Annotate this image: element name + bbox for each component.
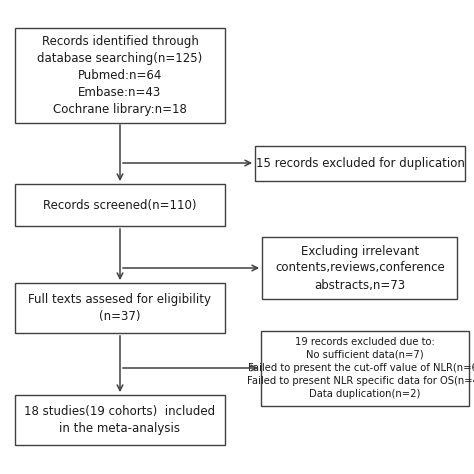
- Text: 19 records excluded due to:
No sufficient data(n=7)
Failed to present the cut-of: 19 records excluded due to: No sufficien…: [247, 337, 474, 400]
- Text: Full texts assesed for eligibility
(n=37): Full texts assesed for eligibility (n=37…: [28, 293, 211, 323]
- Bar: [15, 27, 225, 122]
- Text: 18 studies(19 cohorts)  included
in the meta-analysis: 18 studies(19 cohorts) included in the m…: [25, 405, 216, 435]
- Text: Excluding irrelevant
contents,reviews,conference
abstracts,n=73: Excluding irrelevant contents,reviews,co…: [275, 245, 445, 292]
- Bar: [255, 146, 465, 181]
- Bar: [263, 237, 457, 299]
- Text: Records screened(n=110): Records screened(n=110): [43, 199, 197, 211]
- Text: Records identified through
database searching(n=125)
Pubmed:n=64
Embase:n=43
Coc: Records identified through database sear…: [37, 35, 202, 116]
- Bar: [15, 184, 225, 226]
- Bar: [261, 330, 469, 405]
- Bar: [15, 395, 225, 445]
- Text: 15 records excluded for duplication: 15 records excluded for duplication: [255, 156, 465, 170]
- Bar: [15, 283, 225, 333]
